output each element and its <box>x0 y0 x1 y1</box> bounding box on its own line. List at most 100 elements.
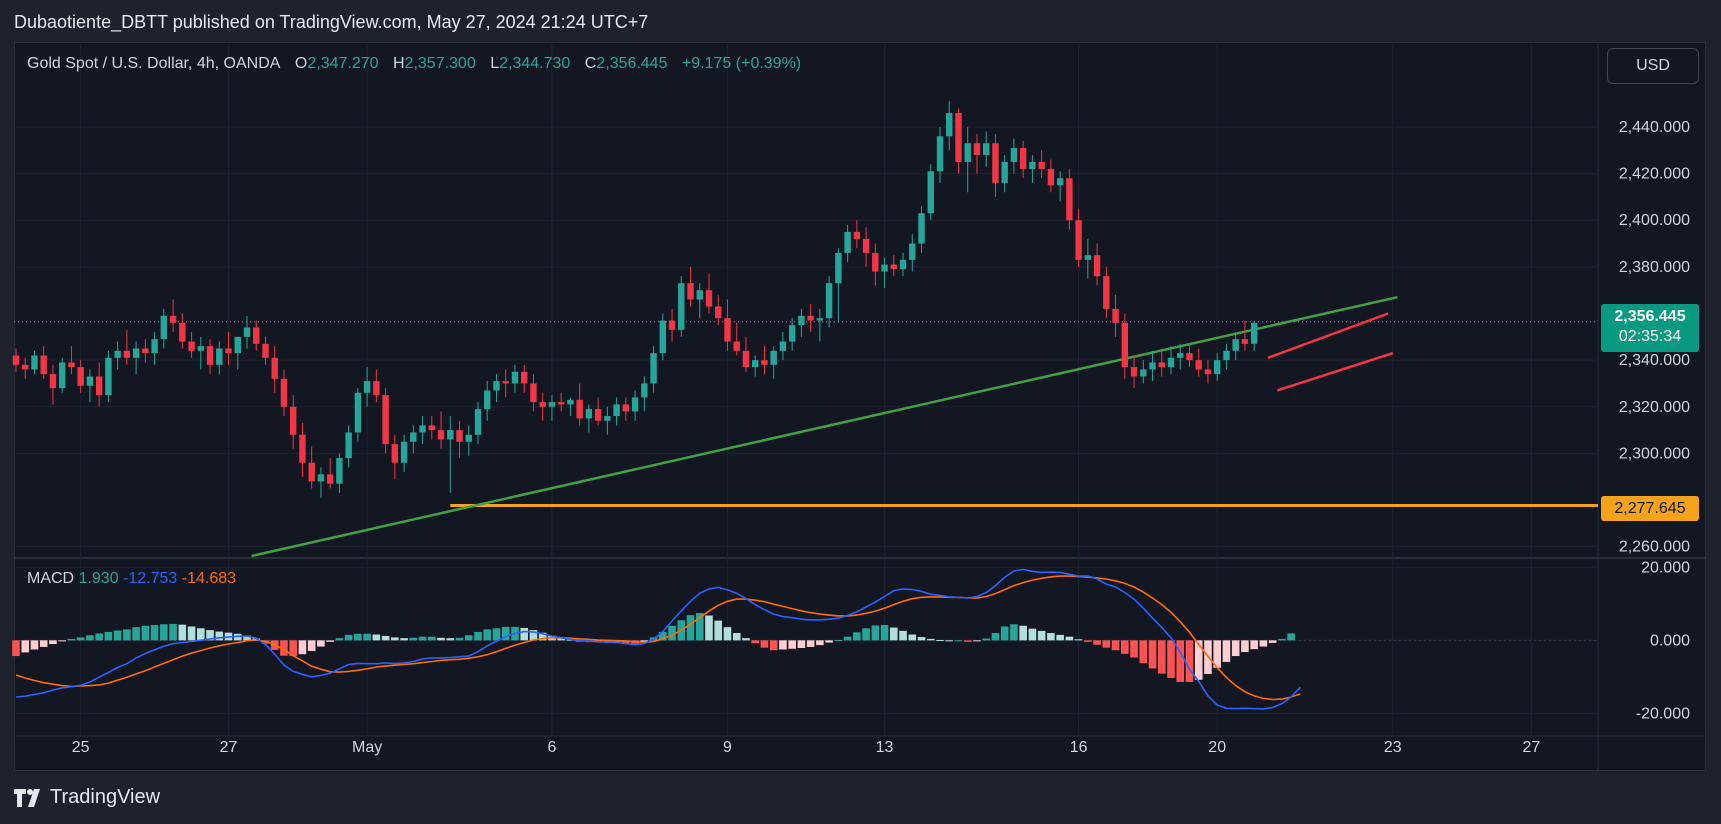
bottom-bar <box>0 771 1721 824</box>
candle-body <box>890 264 897 270</box>
price-tick-label: 2,420.000 <box>1619 166 1690 183</box>
macd-histogram-bar <box>317 640 325 647</box>
macd-histogram-bar <box>1037 630 1046 641</box>
candle-body <box>271 357 278 379</box>
time-tick-label: 9 <box>723 739 732 756</box>
candle-body <box>696 290 703 300</box>
candle-body <box>770 350 777 365</box>
candle-body <box>1029 161 1036 169</box>
candle-body <box>456 430 463 442</box>
candle-body <box>1093 255 1101 277</box>
macd-histogram-bar <box>1185 640 1194 682</box>
macd-histogram-bar <box>640 640 649 642</box>
macd-histogram-bar <box>1250 640 1258 650</box>
candle-body <box>1250 322 1258 344</box>
candle-body <box>169 315 177 323</box>
candle-body <box>493 381 500 391</box>
close-value: 2,356.445 <box>596 55 668 72</box>
macd-histogram-bar <box>779 640 787 650</box>
candle-body <box>779 341 787 351</box>
publish-info: Dubaotiente_DBTT published on TradingVie… <box>14 12 649 32</box>
macd-histogram-bar <box>1241 640 1249 653</box>
candle-body <box>1167 357 1175 368</box>
macd-histogram-bar <box>464 635 473 641</box>
macd-label: MACD <box>27 570 75 587</box>
candle-body <box>788 325 796 342</box>
macd-histogram-bar <box>418 636 427 641</box>
macd-histogram-bar <box>326 640 334 642</box>
candle-body <box>853 231 861 239</box>
macd-histogram-bar <box>973 640 981 642</box>
time-tick-label: 16 <box>1070 739 1088 756</box>
macd-histogram-bar <box>400 638 408 641</box>
macd-histogram-bar <box>899 630 907 641</box>
candle-body <box>594 409 602 421</box>
candle-body <box>105 357 112 396</box>
macd-histogram-bar <box>659 631 667 641</box>
macd-tick-label: 20.000 <box>1641 559 1690 576</box>
macd-histogram-bar <box>437 637 445 641</box>
candle-body <box>382 395 389 445</box>
time-tick-label: 27 <box>1522 739 1540 756</box>
macd-histogram-bar <box>603 640 612 643</box>
ascending-trendline <box>251 295 1398 558</box>
macd-histogram-bar <box>1148 640 1157 669</box>
candle-body <box>1047 168 1055 186</box>
high-value: 2,357.300 <box>404 55 476 72</box>
macd-histogram-bar <box>926 638 935 641</box>
candle-body <box>1149 362 1156 370</box>
candle-body <box>49 374 57 389</box>
candle-body <box>391 444 399 463</box>
close-label: C <box>584 55 597 72</box>
macd-histogram-bar <box>372 634 381 641</box>
macd-histogram-bar <box>1222 640 1231 662</box>
candle-body <box>881 264 888 272</box>
macd-histogram-bar <box>520 627 528 641</box>
candle-body <box>1112 308 1119 323</box>
macd-histogram-bar <box>474 631 482 641</box>
candle-body <box>22 364 29 370</box>
macd-histogram-bar <box>825 640 833 643</box>
candle-body <box>225 348 232 354</box>
macd-legend: MACD 1.930 -12.753 -14.683 <box>27 570 236 588</box>
candle-body <box>946 112 953 137</box>
macd-histogram-bar <box>280 640 288 656</box>
macd-histogram-bar <box>936 639 944 641</box>
candle-body <box>862 238 870 253</box>
candle-body <box>188 341 195 351</box>
candle-body <box>585 409 593 419</box>
candle-body <box>1223 350 1230 361</box>
macd-histogram-bar <box>742 638 750 641</box>
candle-body <box>484 390 491 410</box>
price-tick-label: 2,320.000 <box>1619 399 1690 416</box>
candle-body <box>400 441 408 463</box>
macd-histogram-bar <box>566 639 575 641</box>
macd-histogram-bar <box>705 615 713 641</box>
macd-histogram-bar <box>446 638 455 641</box>
macd-histogram-bar <box>991 633 1000 641</box>
tradingview-brand[interactable]: TradingView <box>14 786 160 809</box>
candle-body <box>1204 369 1212 375</box>
macd-histogram-bar <box>557 637 565 641</box>
candle-body <box>539 402 546 407</box>
candle-body <box>1084 255 1092 260</box>
macd-histogram-bar <box>49 640 57 644</box>
candle-body <box>835 252 842 284</box>
candle-body <box>502 381 509 384</box>
candle-body <box>604 416 611 421</box>
currency-button[interactable]: USD <box>1607 48 1699 84</box>
price-tick-label: 2,380.000 <box>1619 259 1690 276</box>
macd-histogram-bar <box>1139 640 1148 663</box>
candle-body <box>151 339 158 354</box>
macd-histogram-bar <box>86 635 94 641</box>
price-tick-label: 2,400.000 <box>1619 212 1690 229</box>
candle-body <box>179 322 186 342</box>
candle-body <box>123 350 131 358</box>
candle-body <box>816 318 824 321</box>
candle-body <box>1214 360 1221 375</box>
candle-body <box>1066 178 1073 221</box>
candle-body <box>1195 360 1202 370</box>
candle-body <box>77 367 84 386</box>
candle-body <box>742 350 750 368</box>
